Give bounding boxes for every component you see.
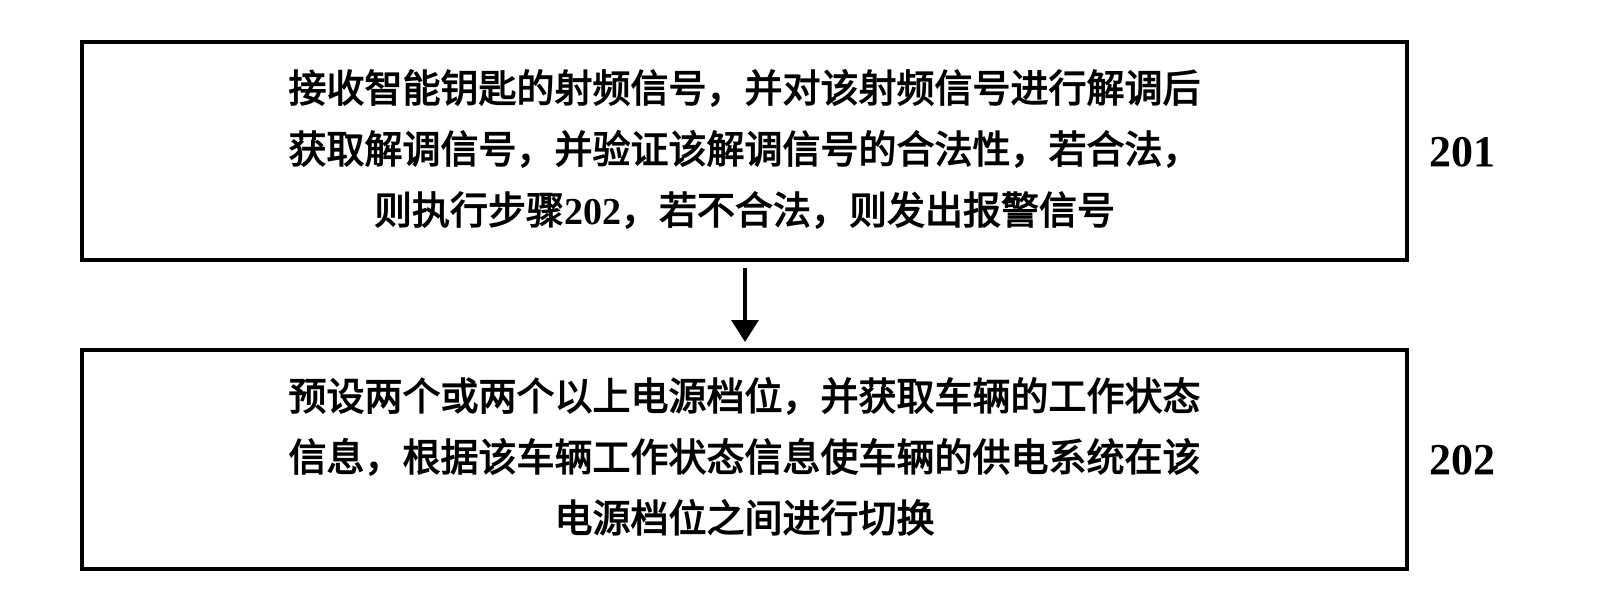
step-label-201: 201 bbox=[1429, 126, 1519, 177]
flowchart-row-202: 预设两个或两个以上电源档位，并获取车辆的工作状态 信息，根据该车辆工作状态信息使… bbox=[80, 348, 1519, 570]
step-201-text-line2: 获取解调信号，并验证该解调信号的合法性，若合法， bbox=[112, 121, 1377, 182]
step-202-text-line2: 信息，根据该车辆工作状态信息使车辆的供电系统在该 bbox=[112, 429, 1377, 490]
flowchart: 接收智能钥匙的射频信号，并对该射频信号进行解调后 获取解调信号，并验证该解调信号… bbox=[80, 40, 1519, 571]
arrow-down-icon bbox=[731, 320, 759, 342]
arrow-line bbox=[743, 268, 747, 320]
arrow-201-to-202 bbox=[731, 268, 869, 342]
step-box-202: 预设两个或两个以上电源档位，并获取车辆的工作状态 信息，根据该车辆工作状态信息使… bbox=[80, 348, 1409, 570]
step-box-201: 接收智能钥匙的射频信号，并对该射频信号进行解调后 获取解调信号，并验证该解调信号… bbox=[80, 40, 1409, 262]
step-label-202: 202 bbox=[1429, 434, 1519, 485]
step-202-text-line3: 电源档位之间进行切换 bbox=[112, 490, 1377, 551]
flowchart-row-201: 接收智能钥匙的射频信号，并对该射频信号进行解调后 获取解调信号，并验证该解调信号… bbox=[80, 40, 1519, 262]
step-202-text-line1: 预设两个或两个以上电源档位，并获取车辆的工作状态 bbox=[112, 368, 1377, 429]
step-201-text-line1: 接收智能钥匙的射频信号，并对该射频信号进行解调后 bbox=[112, 60, 1377, 121]
step-201-text-line3: 则执行步骤202，若不合法，则发出报警信号 bbox=[112, 182, 1377, 243]
